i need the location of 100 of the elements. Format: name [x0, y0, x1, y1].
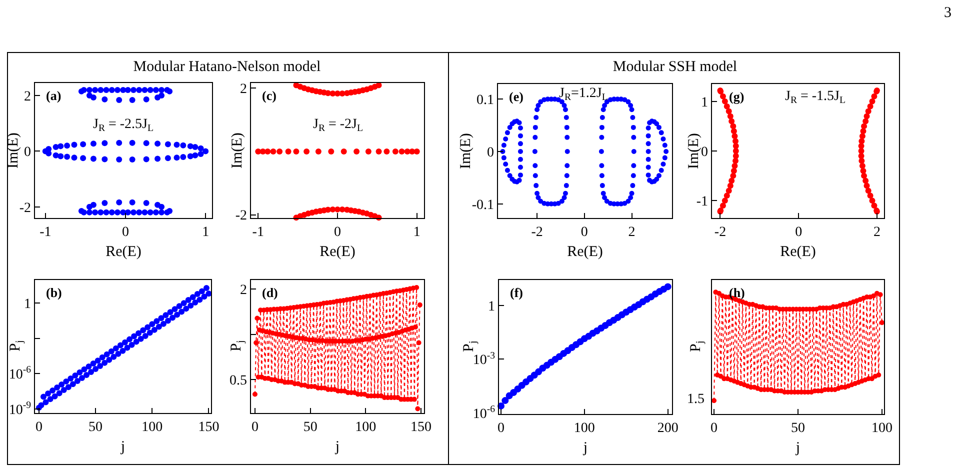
x-tick-label: -1	[40, 225, 52, 240]
point	[138, 336, 144, 342]
x-axis-title: j	[120, 438, 126, 455]
point	[720, 93, 726, 100]
point	[97, 363, 104, 369]
point	[71, 142, 78, 148]
y-axis-title: Im(E)	[230, 132, 246, 168]
point	[192, 144, 198, 150]
point	[730, 172, 736, 179]
annotation: J$_{R}$ = -2J$_{L}$	[313, 117, 364, 134]
point	[98, 86, 104, 93]
point	[304, 148, 310, 154]
point	[166, 208, 173, 214]
point	[140, 327, 146, 334]
point	[365, 148, 372, 154]
point	[130, 209, 137, 216]
point	[562, 195, 567, 200]
x-axis-title: Re(E)	[106, 244, 142, 260]
point	[54, 384, 60, 391]
point	[86, 209, 92, 216]
point	[536, 102, 541, 108]
point	[129, 140, 136, 146]
point	[334, 206, 340, 212]
point	[167, 309, 174, 316]
y-tick-label: 2	[240, 283, 247, 298]
point	[92, 86, 98, 93]
point	[164, 318, 171, 324]
point	[133, 338, 140, 345]
point	[129, 96, 136, 103]
point	[174, 312, 180, 318]
point	[658, 168, 664, 173]
point	[198, 150, 204, 157]
point	[50, 388, 56, 394]
point	[194, 291, 200, 298]
point	[63, 378, 70, 384]
point	[78, 375, 85, 382]
point	[102, 360, 108, 366]
point	[103, 209, 110, 216]
point	[727, 182, 734, 189]
point	[126, 336, 133, 342]
point	[732, 138, 739, 144]
point	[518, 172, 523, 178]
point	[203, 284, 210, 291]
point	[70, 381, 76, 388]
x-tick-label: 0	[334, 225, 341, 240]
point	[84, 372, 90, 378]
point	[174, 154, 180, 161]
point	[656, 173, 662, 178]
point	[147, 86, 154, 93]
point	[501, 155, 506, 160]
point	[630, 124, 636, 130]
point	[99, 354, 106, 360]
point	[68, 376, 74, 382]
point	[660, 136, 666, 142]
point	[507, 124, 512, 130]
point	[727, 113, 734, 120]
point	[147, 209, 154, 216]
x-tick-label: 50	[303, 420, 318, 435]
point	[285, 148, 292, 154]
point	[646, 156, 651, 162]
point	[202, 148, 209, 154]
chart-title: Modular SSH model	[612, 59, 738, 75]
point	[124, 344, 130, 351]
point	[536, 195, 541, 200]
point	[154, 318, 160, 324]
point	[74, 378, 80, 384]
point	[871, 93, 878, 100]
y-tick-label: 1	[488, 299, 495, 314]
x-tick-label: 2	[628, 225, 636, 240]
point	[72, 372, 78, 379]
point	[136, 209, 142, 216]
point	[198, 288, 205, 294]
point	[98, 209, 104, 216]
point	[865, 188, 872, 194]
point	[142, 332, 148, 339]
y-tick-label: 10$^{-6}$	[472, 404, 496, 422]
point	[90, 202, 96, 208]
point	[58, 153, 64, 160]
point	[532, 124, 538, 130]
point	[192, 152, 198, 158]
point	[538, 198, 544, 204]
point	[178, 308, 185, 315]
x-axis-title: j	[334, 438, 340, 455]
point	[534, 115, 539, 120]
point	[154, 156, 161, 162]
point	[860, 168, 866, 174]
point	[630, 115, 636, 120]
point	[108, 348, 114, 354]
y-tick-label: 0.5	[230, 374, 247, 389]
point	[160, 320, 166, 327]
point	[42, 399, 49, 406]
point	[334, 90, 340, 96]
point	[108, 86, 115, 93]
point	[315, 148, 322, 154]
point	[507, 173, 512, 178]
y-tick-label: -2	[235, 208, 247, 224]
point	[516, 120, 522, 126]
point	[654, 176, 660, 182]
point	[600, 183, 605, 188]
point	[92, 366, 99, 372]
